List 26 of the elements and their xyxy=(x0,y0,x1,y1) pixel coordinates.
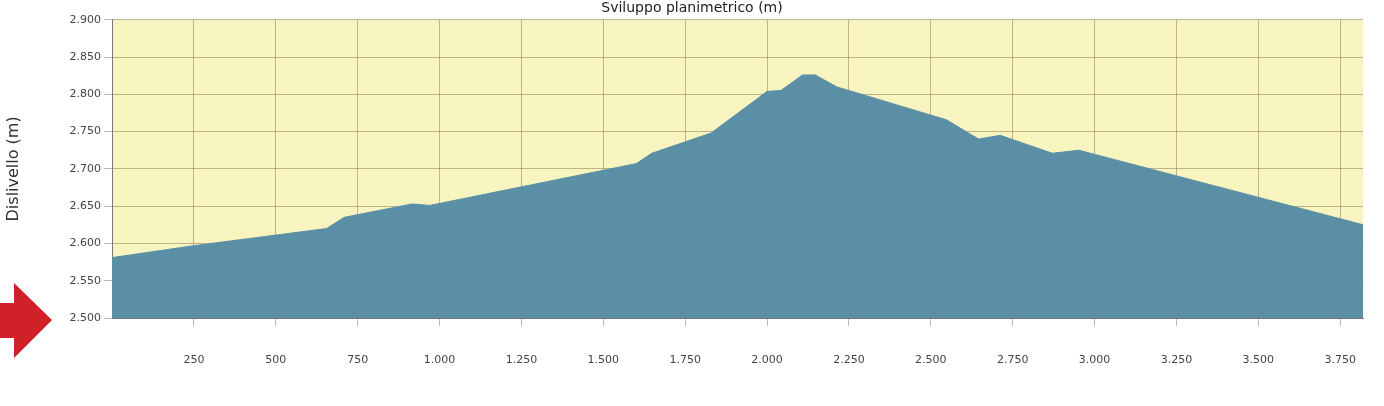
x-tick-label: 2.500 xyxy=(915,353,947,367)
x-tick-label: 2.250 xyxy=(833,353,865,367)
y-tick-label: 2.850 xyxy=(69,49,101,63)
y-axis-title: Dislivello (m) xyxy=(2,116,22,222)
x-tick-label: 750 xyxy=(347,353,369,367)
x-tick-label: 3.000 xyxy=(1078,353,1111,367)
y-tick-label: 2.600 xyxy=(69,236,101,250)
y-tick-label: 2.900 xyxy=(69,12,101,26)
x-tick-label: 3.500 xyxy=(1242,353,1275,367)
x-tick-label: 3.250 xyxy=(1160,353,1193,367)
y-tick-label: 2.700 xyxy=(69,161,101,175)
y-tick-label: 2.650 xyxy=(69,199,101,213)
y-tick-label: 2.750 xyxy=(69,124,101,138)
y-tick-label: 2.550 xyxy=(69,273,101,287)
x-tick-label: 3.750 xyxy=(1324,353,1356,367)
y-tick-label: 2.500 xyxy=(69,310,101,324)
x-tick-label: 2.000 xyxy=(751,353,783,367)
x-tick-label: 1.750 xyxy=(669,353,701,367)
x-tick-label: 2.750 xyxy=(996,353,1029,367)
x-axis-title: Sviluppo planimetrico (m) xyxy=(601,0,783,16)
x-tick-label: 1.000 xyxy=(423,353,456,367)
x-tick-label: 250 xyxy=(183,353,205,367)
x-tick-label: 1.500 xyxy=(587,353,620,367)
x-tick-label: 1.250 xyxy=(505,353,538,367)
y-tick-label: 2.800 xyxy=(69,87,101,101)
x-tick-label: 500 xyxy=(265,353,287,367)
